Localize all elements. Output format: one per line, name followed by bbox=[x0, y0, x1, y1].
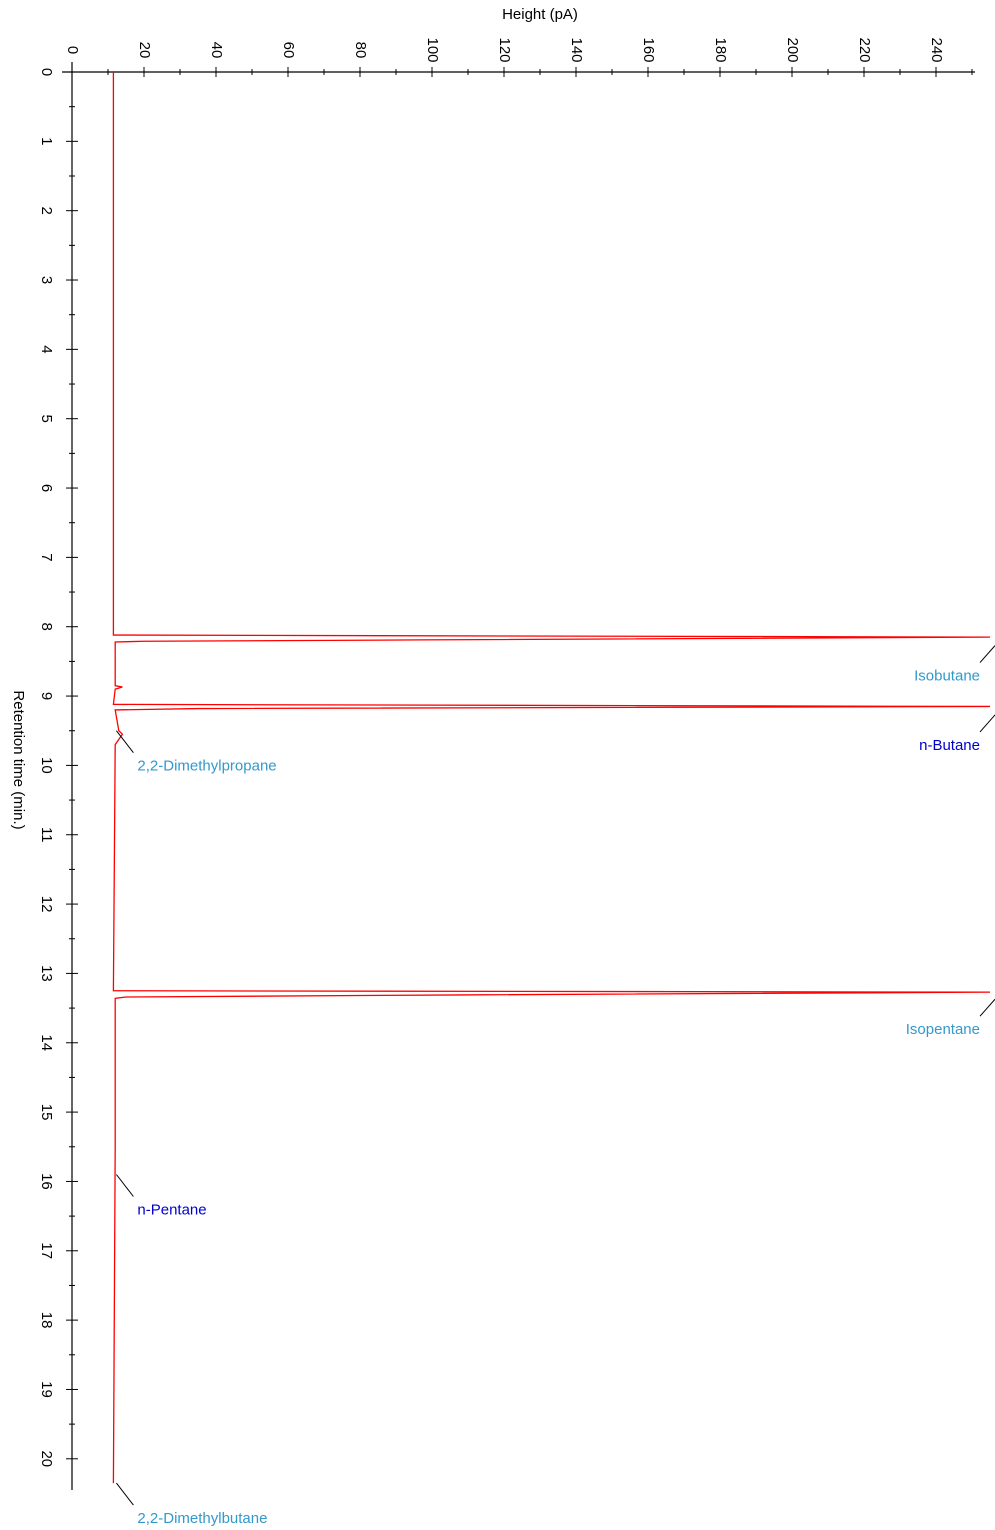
y-tick-label: 20 bbox=[38, 1450, 55, 1467]
peak-label: 2,2-Dimethylpropane bbox=[137, 758, 276, 775]
y-tick-label: 19 bbox=[38, 1381, 55, 1398]
leader-line bbox=[979, 998, 995, 1017]
x-tick-label: 240 bbox=[928, 37, 945, 62]
leader-line bbox=[979, 645, 995, 663]
x-tick-label: 180 bbox=[712, 37, 729, 62]
x-tick-label: 80 bbox=[352, 42, 369, 59]
y-axis-title: Retention time (min.) bbox=[10, 690, 27, 829]
leader-line bbox=[116, 730, 134, 754]
y-tick-label: 11 bbox=[38, 827, 55, 843]
y-tick-label: 17 bbox=[38, 1242, 55, 1259]
x-tick-label: 140 bbox=[568, 37, 585, 62]
y-tick-label: 12 bbox=[38, 896, 55, 913]
y-tick-label: 14 bbox=[38, 1034, 55, 1051]
leader-line bbox=[116, 1482, 134, 1506]
peak-label: Isopentane bbox=[906, 1021, 980, 1038]
y-tick-label: 18 bbox=[38, 1312, 55, 1329]
y-tick-label: 3 bbox=[38, 276, 55, 284]
leader-line bbox=[116, 1174, 134, 1197]
y-tick-label: 7 bbox=[38, 553, 55, 561]
trace bbox=[112, 72, 991, 1484]
peak-label: 2,2-Dimethylbutane bbox=[137, 1510, 267, 1527]
y-tick-label: 6 bbox=[38, 484, 55, 492]
plot-area bbox=[112, 72, 991, 1484]
peak-label: Isobutane bbox=[914, 668, 980, 685]
x-tick-label: 20 bbox=[136, 42, 153, 59]
y-tick-label: 2 bbox=[38, 207, 55, 215]
y-tick-label: 10 bbox=[38, 757, 55, 774]
x-tick-label: 160 bbox=[640, 37, 657, 62]
x-tick-label: 40 bbox=[208, 42, 225, 59]
x-axis-title: Height (pA) bbox=[502, 6, 578, 23]
y-tick-label: 9 bbox=[38, 692, 55, 700]
y-tick-label: 15 bbox=[38, 1104, 55, 1121]
x-tick-label: 220 bbox=[856, 37, 873, 62]
y-tick-label: 5 bbox=[38, 415, 55, 423]
x-tick-label: 60 bbox=[280, 42, 297, 59]
x-tick-label: 0 bbox=[64, 46, 81, 54]
y-tick-label: 1 bbox=[38, 137, 55, 145]
y-tick-label: 0 bbox=[38, 68, 55, 76]
y-tick-label: 16 bbox=[38, 1173, 55, 1190]
x-tick-label: 100 bbox=[424, 37, 441, 62]
y-tick-label: 4 bbox=[38, 345, 55, 353]
x-tick-label: 200 bbox=[784, 37, 801, 62]
peak-label: n-Butane bbox=[919, 737, 980, 754]
x-tick-label: 120 bbox=[496, 37, 513, 62]
y-tick-label: 13 bbox=[38, 965, 55, 982]
y-tick-label: 8 bbox=[38, 623, 55, 631]
leader-line bbox=[979, 714, 995, 733]
peak-label: n-Pentane bbox=[137, 1201, 206, 1218]
